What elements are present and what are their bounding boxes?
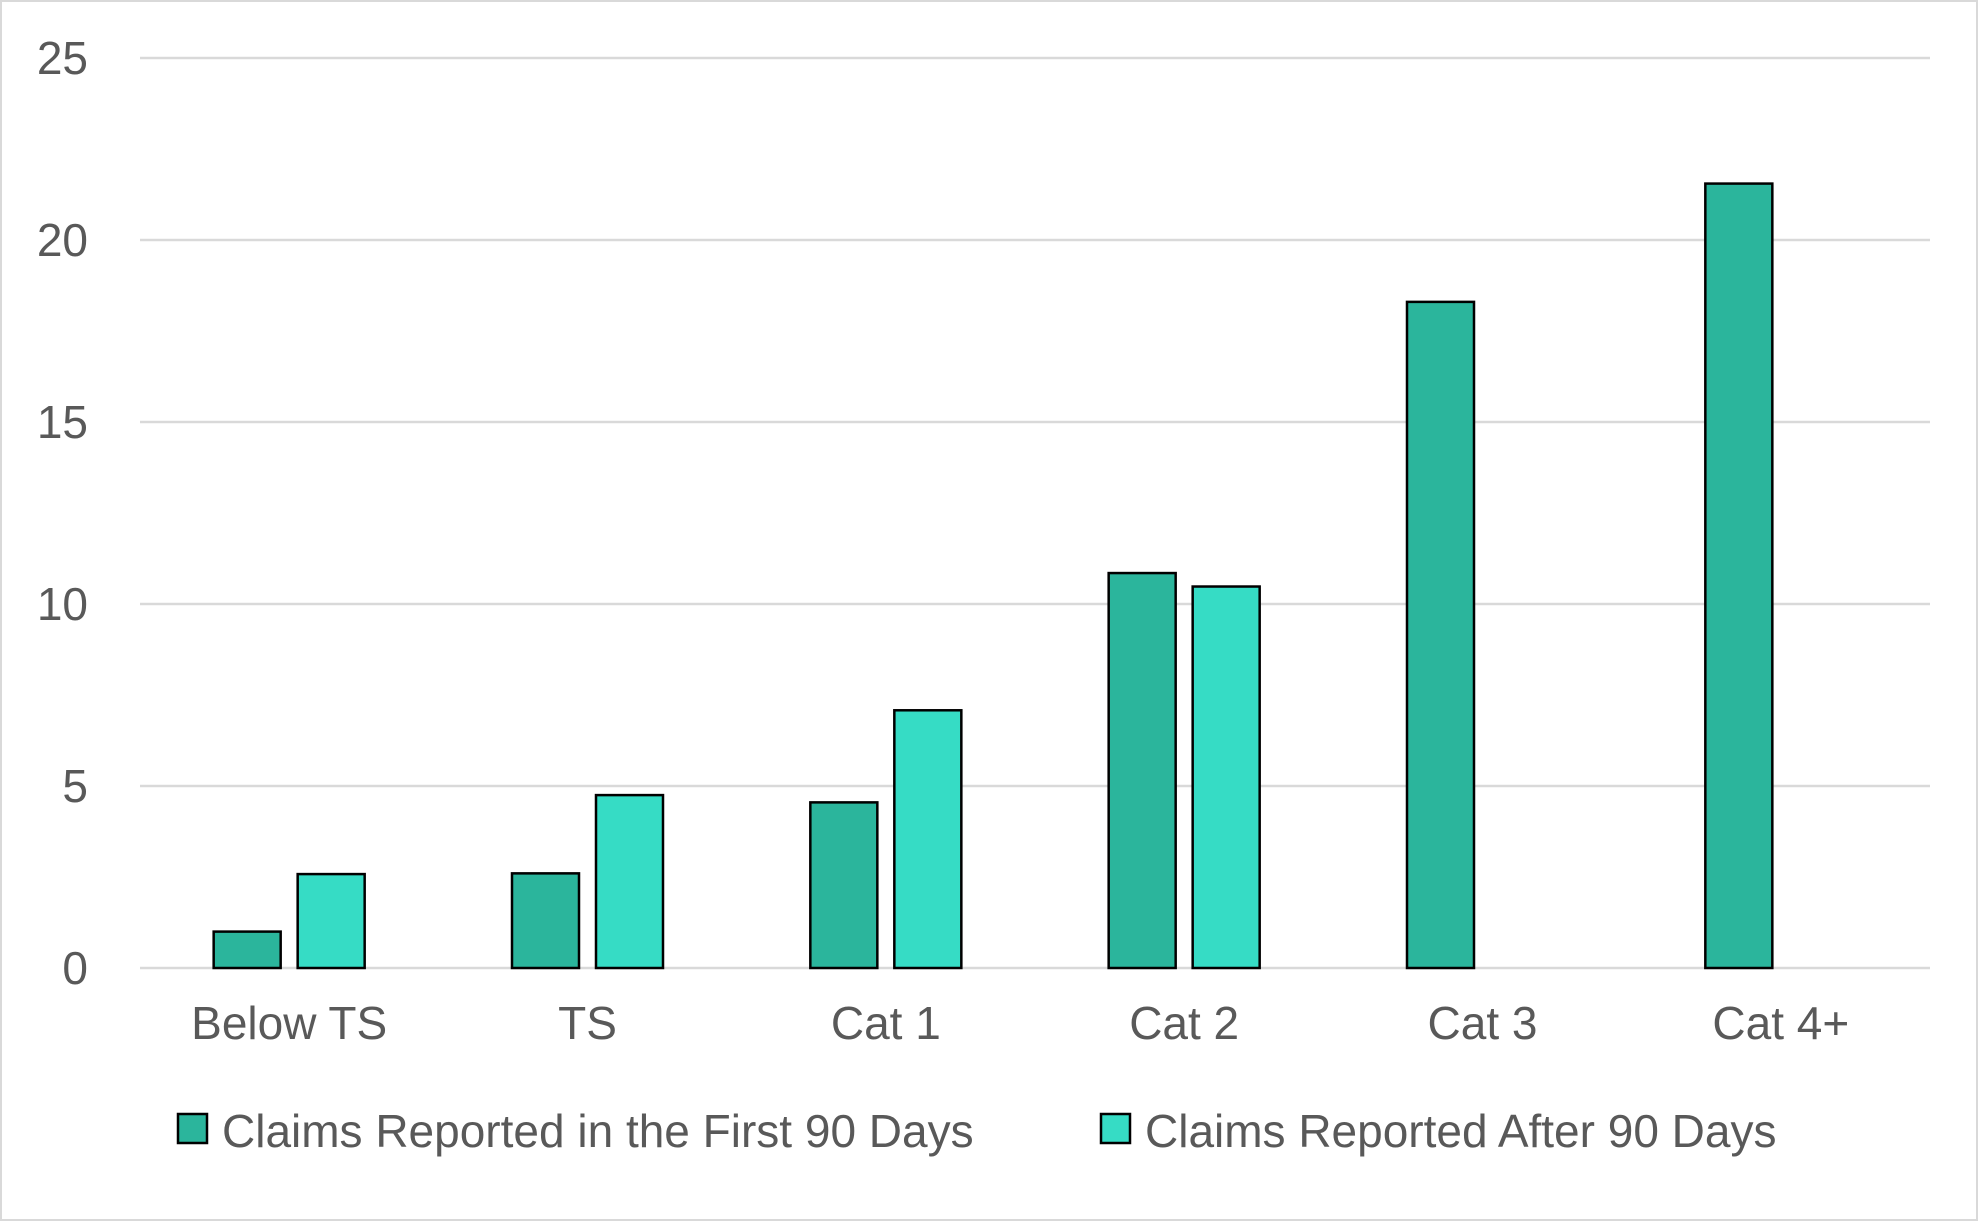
x-tick-label: Cat 3 (1428, 997, 1538, 1049)
x-axis-tick-labels: Below TS TS Cat 1 Cat 2 Cat 3 Cat 4+ (191, 997, 1849, 1049)
legend-label-1: Claims Reported After 90 Days (1145, 1105, 1777, 1157)
y-tick-label: 5 (62, 760, 88, 812)
bar-first-90-days-1 (510, 872, 581, 970)
x-tick-label: TS (558, 997, 617, 1049)
x-tick-label: Cat 1 (831, 997, 941, 1049)
y-tick-label: 10 (37, 578, 88, 630)
y-tick-label: 0 (62, 942, 88, 994)
y-axis-tick-labels: 0 5 10 15 20 25 (37, 32, 88, 994)
y-tick-label: 25 (37, 32, 88, 84)
bar-first-90-days-2 (809, 801, 879, 970)
bar-after-90-days-0 (296, 872, 366, 970)
bar-first-90-days-3 (1107, 571, 1177, 970)
y-tick-label: 20 (37, 214, 88, 266)
bar-first-90-days-4 (1405, 300, 1476, 970)
legend-swatch-0 (176, 1112, 209, 1145)
bar-first-90-days-5 (1704, 182, 1774, 970)
gridlines (140, 56, 1930, 970)
bars (212, 182, 1774, 970)
bar-after-90-days-3 (1191, 585, 1261, 970)
legend-label-0: Claims Reported in the First 90 Days (222, 1105, 974, 1157)
bar-after-90-days-2 (893, 709, 963, 970)
legend-swatch-1 (1099, 1112, 1132, 1145)
x-tick-label: Cat 4+ (1712, 997, 1849, 1049)
bar-after-90-days-1 (594, 793, 665, 970)
bar-first-90-days-0 (212, 930, 282, 970)
x-tick-label: Cat 2 (1129, 997, 1239, 1049)
legend: Claims Reported in the First 90 Days Clai… (176, 1105, 1777, 1157)
x-tick-label: Below TS (191, 997, 387, 1049)
y-tick-label: 15 (37, 396, 88, 448)
